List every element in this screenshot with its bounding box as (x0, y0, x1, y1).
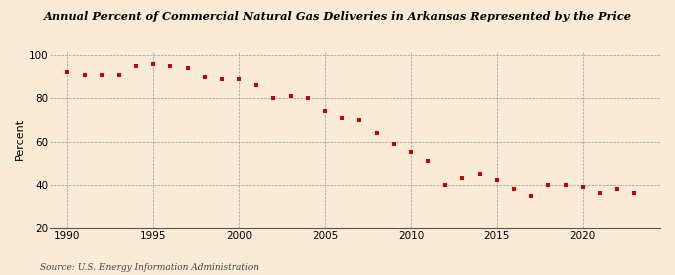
Point (268, 96, 279, 100)
Point (526, 193, 537, 198)
Point (612, 187, 622, 191)
Point (371, 131, 382, 135)
Point (234, 77, 244, 81)
Point (165, 64, 176, 68)
Point (457, 176, 468, 180)
Point (491, 178, 502, 183)
Point (508, 187, 519, 191)
Point (577, 185, 588, 189)
Point (182, 66, 193, 70)
Point (406, 150, 416, 155)
Point (440, 183, 451, 187)
Point (131, 64, 142, 68)
Y-axis label: Percent: Percent (15, 118, 25, 160)
Point (79, 72, 90, 77)
Point (286, 94, 296, 98)
Point (543, 183, 554, 187)
Point (388, 141, 399, 146)
Point (337, 116, 348, 120)
Point (629, 191, 640, 196)
Point (199, 75, 210, 79)
Point (217, 77, 227, 81)
Point (251, 83, 262, 87)
Point (354, 118, 364, 122)
Point (595, 191, 605, 196)
Point (423, 159, 433, 163)
Point (302, 96, 313, 100)
Text: Annual Percent of Commercial Natural Gas Deliveries in Arkansas Represented by t: Annual Percent of Commercial Natural Gas… (43, 11, 632, 22)
Point (62, 70, 73, 75)
Point (113, 72, 124, 77)
Point (475, 172, 485, 176)
Point (148, 62, 159, 66)
Point (560, 183, 571, 187)
Point (320, 109, 331, 114)
Point (97, 72, 107, 77)
Text: Source: U.S. Energy Information Administration: Source: U.S. Energy Information Administ… (40, 263, 259, 272)
